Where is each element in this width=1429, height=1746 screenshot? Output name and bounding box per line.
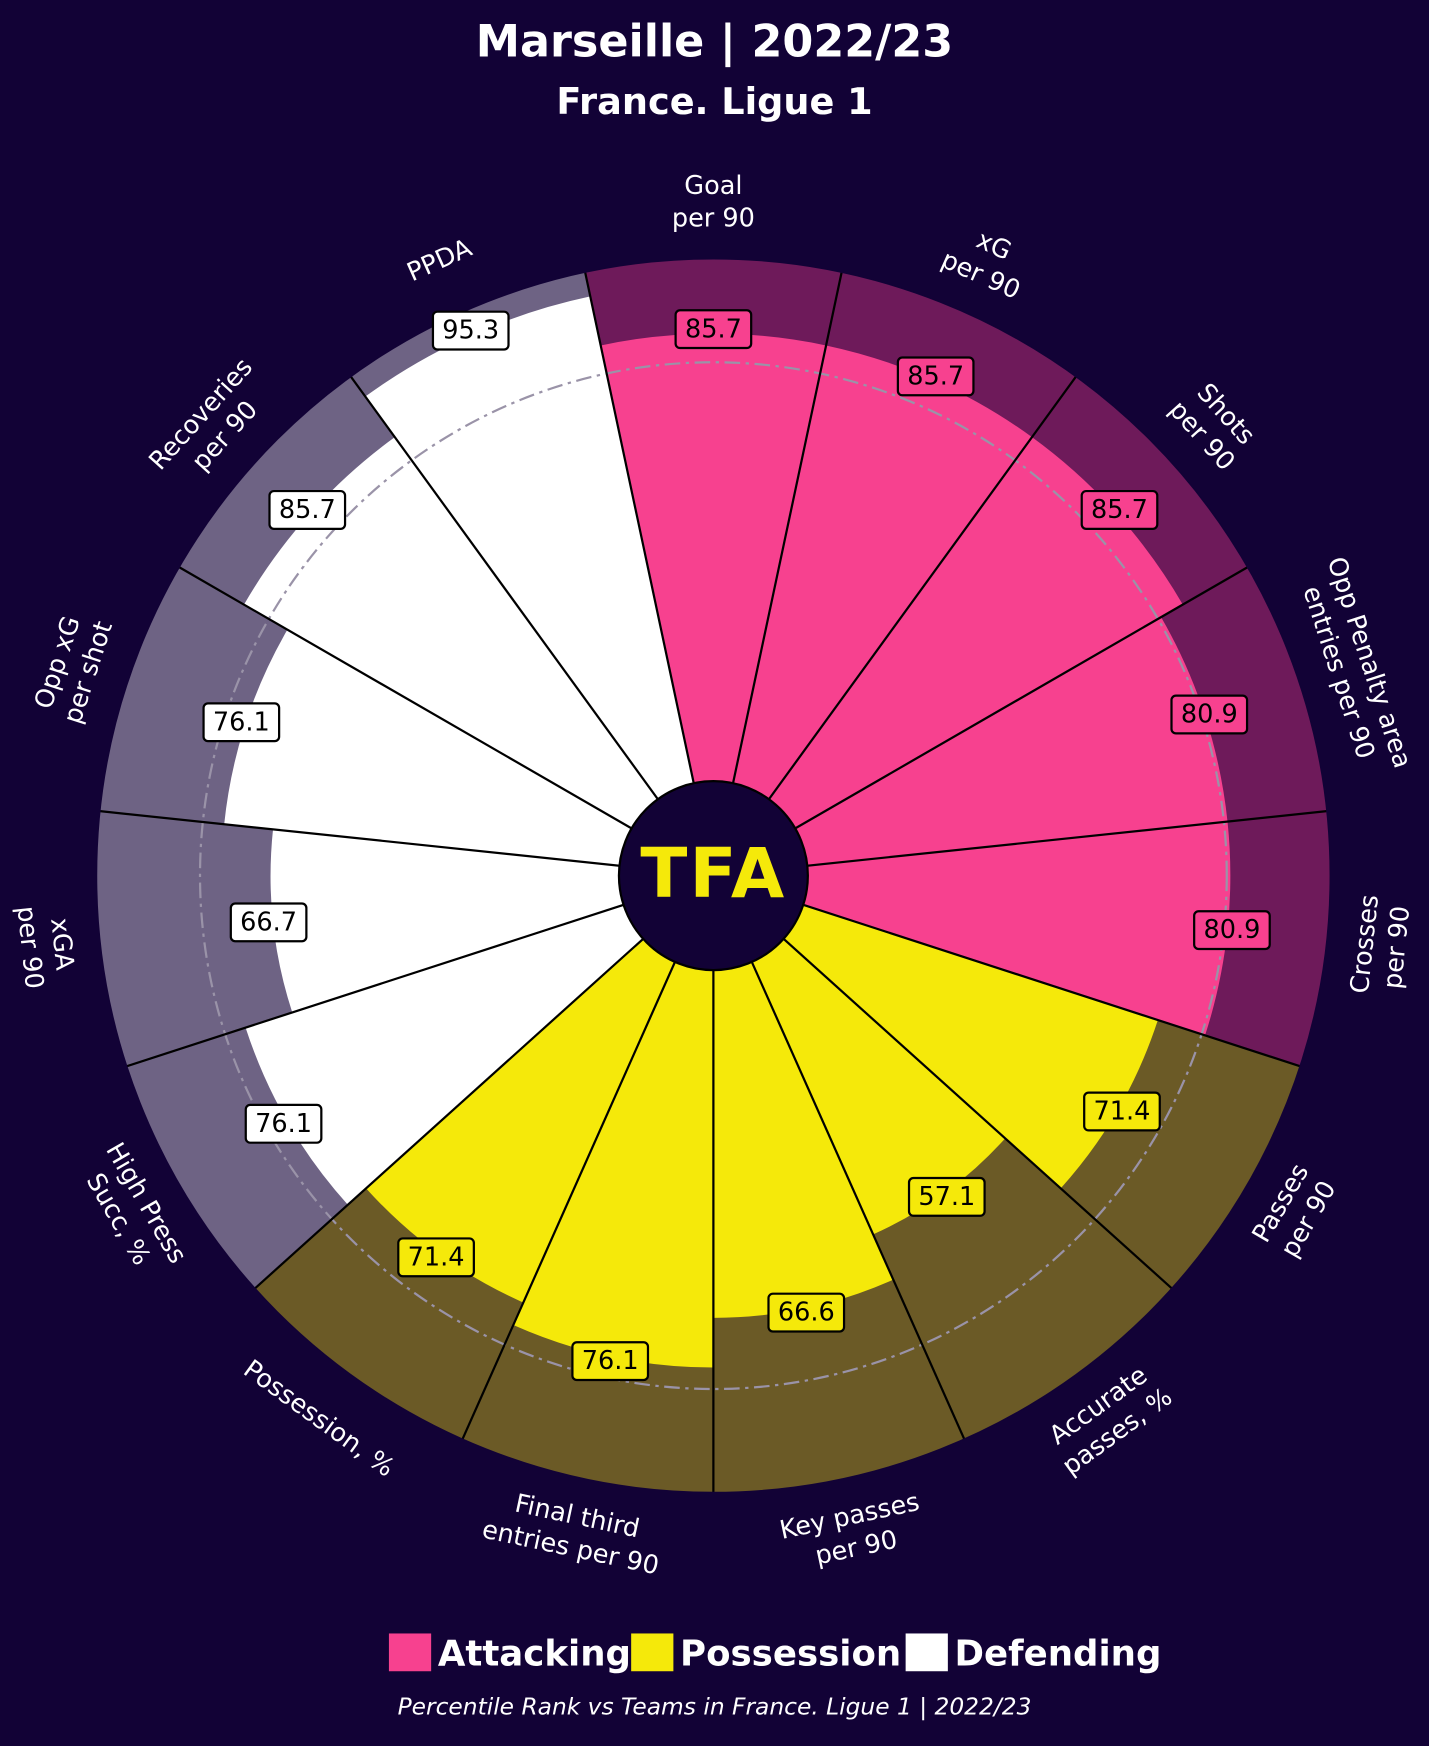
value-label-box (1083, 1091, 1161, 1132)
bar (751, 938, 1006, 1235)
separator (712, 875, 966, 1440)
value-label: 85.7 (1091, 495, 1148, 525)
value-label-box (202, 702, 281, 743)
separator (461, 875, 715, 1440)
bar (243, 437, 658, 829)
value-label-box (397, 1237, 475, 1278)
legend-swatch (631, 1633, 674, 1672)
separator (126, 874, 714, 1068)
separator (99, 810, 714, 877)
legend-label: Possession (680, 1634, 901, 1675)
value-label-box (571, 1341, 650, 1382)
value-label-box (229, 902, 308, 943)
separator (712, 566, 1249, 877)
value-label: 95.3 (442, 316, 499, 346)
separator (254, 874, 715, 1290)
legend-label: Attacking (438, 1634, 631, 1675)
legend-swatch (905, 1633, 948, 1672)
chart-title: Marseille | 2022/23 (476, 16, 953, 67)
value-label-box (907, 1176, 986, 1217)
footnote: Percentile Rank vs Teams in France. Ligu… (398, 1692, 1032, 1720)
value-label-box (1193, 910, 1271, 951)
separator (713, 874, 1301, 1068)
separator (712, 272, 843, 876)
legend-swatch (388, 1633, 432, 1672)
bar (270, 829, 624, 1013)
value-label: 71.4 (408, 1242, 465, 1272)
logo: TFA (640, 834, 786, 914)
separator (349, 376, 715, 877)
value-label: 71.4 (1094, 1097, 1151, 1127)
bar (245, 904, 644, 1205)
separator (712, 376, 1077, 877)
value-label: 85.7 (907, 362, 964, 392)
value-label: 66.6 (778, 1298, 835, 1328)
bar (768, 437, 1183, 829)
separator (712, 874, 1173, 1290)
category-label-line: xGA (44, 916, 79, 972)
separator (178, 566, 714, 877)
center-circle (617, 780, 809, 972)
bar (600, 333, 827, 784)
value-label: 80.9 (1203, 915, 1260, 945)
value-label-box (1170, 694, 1249, 735)
bar (713, 961, 894, 1318)
value-label-box (244, 1103, 323, 1144)
category-label-line: Goal (684, 171, 742, 201)
reference-circle (198, 361, 1228, 1391)
value-label: 85.7 (279, 495, 336, 525)
value-label-box (1080, 489, 1159, 530)
value-label-box (896, 356, 975, 397)
separator (584, 272, 715, 876)
bar (365, 296, 694, 800)
value-label: 76.1 (255, 1109, 312, 1139)
value-label: 76.1 (213, 707, 270, 737)
chart-body: Marseille | 2022/23 France. Ligue 1 Perc… (11, 16, 1418, 1720)
separator (713, 810, 1327, 877)
bar (795, 617, 1228, 866)
value-label: 57.1 (918, 1182, 975, 1212)
bar (733, 345, 1032, 800)
value-label: 80.9 (1181, 700, 1238, 730)
legend-label: Defending (955, 1634, 1162, 1675)
bar (224, 629, 632, 866)
category-label-line: per 90 (672, 203, 755, 233)
bar (513, 961, 714, 1368)
value-label: 66.7 (240, 907, 297, 937)
value-label-box (268, 489, 347, 530)
bar (783, 904, 1158, 1189)
value-label-box (674, 309, 753, 350)
value-label-box (767, 1292, 846, 1333)
bar (366, 938, 675, 1303)
value-label-box (431, 310, 510, 351)
value-label: 76.1 (582, 1346, 639, 1376)
value-label: 85.7 (685, 314, 742, 344)
chart-subtitle: France. Ligue 1 (556, 80, 872, 123)
outer-ring (96, 258, 1331, 1493)
bar (803, 821, 1231, 1036)
